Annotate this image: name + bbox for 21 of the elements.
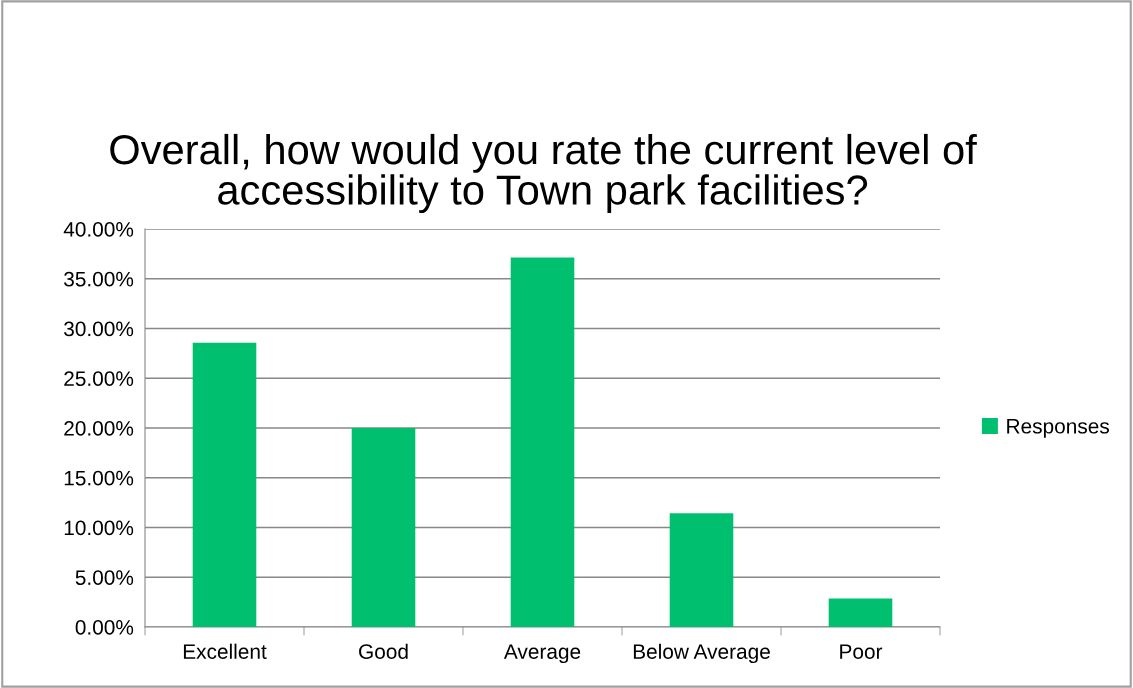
- legend-label: Responses: [1007, 419, 1109, 438]
- bar: [669, 513, 734, 627]
- y-tick-label: 30.00%: [64, 321, 134, 337]
- bar: [828, 598, 893, 627]
- y-tick-label: 35.00%: [64, 271, 134, 287]
- y-tick-label: 15.00%: [64, 470, 134, 486]
- bar: [510, 257, 575, 627]
- y-tick-label: 40.00%: [63, 222, 134, 237]
- x-tick-label: Good: [359, 643, 408, 659]
- y-tick-label: 5.00%: [75, 570, 134, 585]
- bar: [351, 428, 416, 627]
- x-tick-label: Poor: [840, 644, 883, 659]
- x-tick-label: Average: [503, 644, 581, 664]
- y-tick-label: 10.00%: [64, 520, 134, 536]
- bar: [192, 342, 257, 627]
- chart-title: Overall, how would you rate the current level of accessibility to Town park facilities?: [110, 133, 977, 214]
- y-tick-label: 0.00%: [75, 620, 134, 635]
- y-tick-label: 25.00%: [64, 371, 134, 386]
- x-tick-label: Below Average: [633, 643, 770, 664]
- x-tick-label: Excellent: [183, 643, 267, 659]
- y-tick-label: 20.00%: [64, 421, 134, 436]
